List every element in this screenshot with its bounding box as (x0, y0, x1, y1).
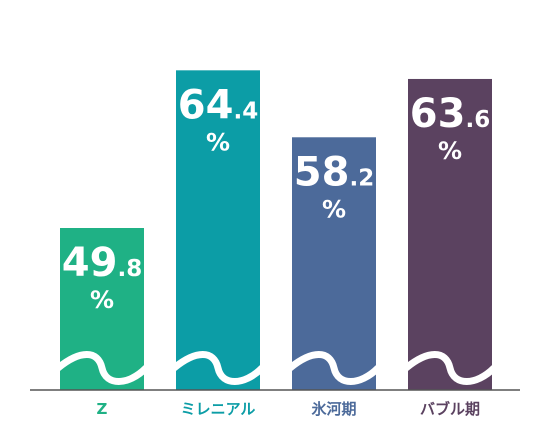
data-label-unit: % (438, 137, 462, 165)
category-label: Z (97, 400, 108, 418)
bar (176, 70, 260, 390)
data-label: 58.2 (294, 149, 374, 195)
data-label-integer: 63 (410, 91, 466, 137)
bar-group (170, 70, 266, 390)
axis-break-wave (402, 351, 498, 385)
data-label-decimal: .6 (465, 107, 490, 133)
data-label-unit: % (322, 195, 346, 223)
category-label: ミレニアル (181, 400, 256, 418)
category-label: 氷河期 (311, 400, 356, 418)
data-label: 64.4 (178, 82, 258, 128)
data-label-integer: 58 (294, 149, 350, 195)
data-label-unit: % (90, 286, 114, 314)
data-label-decimal: .2 (349, 165, 374, 191)
bar-group (286, 137, 382, 390)
bar (292, 137, 376, 390)
data-label-integer: 64 (178, 82, 234, 128)
data-label-decimal: .4 (233, 98, 258, 124)
labels-group: 49.8% Z 64.4% ミレニアル 58.2% 氷河期 63.6% バブル期 (62, 82, 490, 418)
bars-group (54, 70, 498, 391)
data-label: 63.6 (410, 91, 490, 137)
data-label: 49.8 (62, 240, 142, 286)
axis-break-wave (170, 351, 266, 385)
category-label: バブル期 (420, 400, 480, 418)
bar (408, 78, 492, 391)
bar-group (54, 228, 150, 390)
axis-break-wave (286, 351, 382, 385)
data-label-unit: % (206, 128, 230, 156)
data-label-decimal: .8 (117, 256, 142, 282)
axis-break-wave (54, 351, 150, 385)
data-label-integer: 49 (62, 240, 118, 286)
bar-group (402, 78, 498, 391)
